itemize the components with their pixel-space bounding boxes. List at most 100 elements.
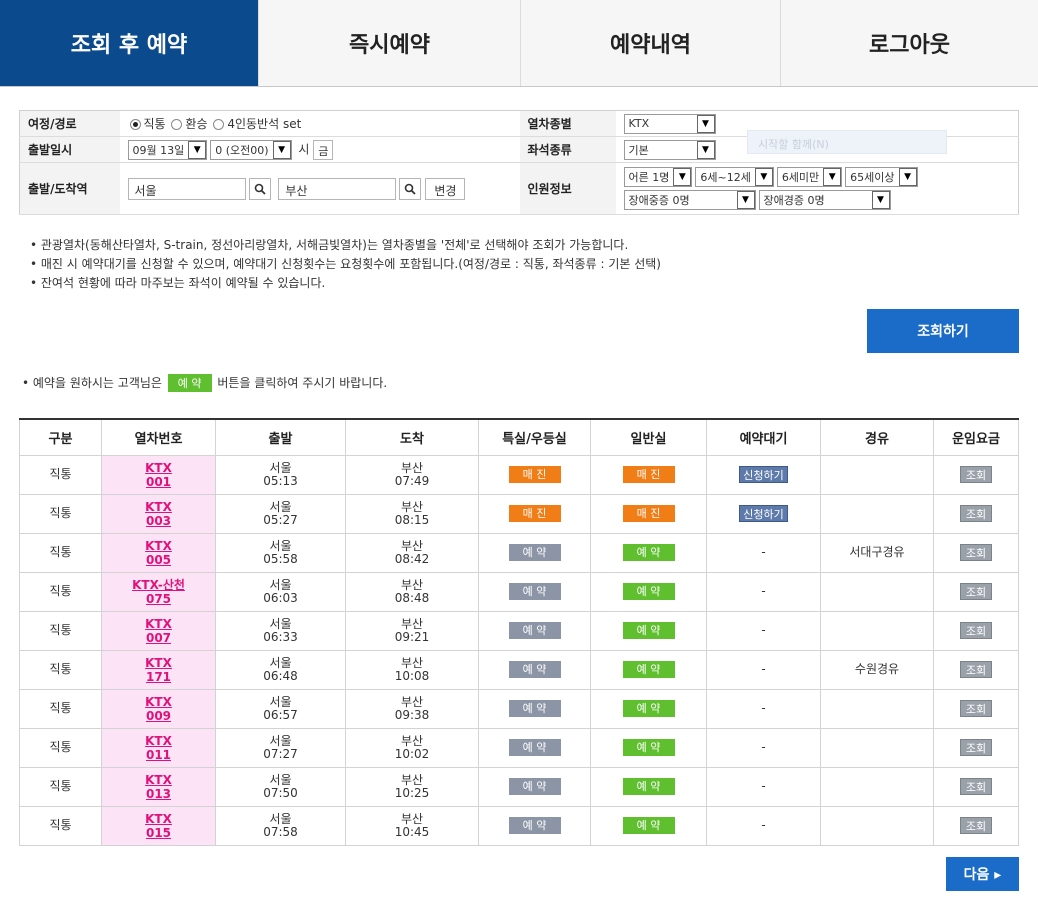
waitlist-apply-button[interactable]: 신청하기 [739, 466, 788, 483]
fare-lookup-button[interactable]: 조회 [960, 466, 992, 483]
departure-station-input[interactable]: 서울 [127, 177, 246, 200]
train-number-link[interactable]: KTX 009 [145, 695, 172, 723]
row-kind: 직통 [19, 766, 102, 807]
guide-text-after: 버튼을 클릭하여 주시기 바랍니다. [217, 376, 388, 390]
train-number-link[interactable]: KTX 003 [145, 500, 172, 528]
train-type-label: 열차종별 [519, 110, 616, 137]
adult-select[interactable]: 어른 1명 ▼ [623, 167, 693, 187]
row-fare: 조회 [933, 688, 1019, 729]
row-waitlist: 신청하기 [706, 454, 821, 495]
train-number-link[interactable]: KTX 011 [145, 734, 172, 762]
severe-disability-select[interactable]: 장애중증 0명 ▼ [623, 190, 756, 210]
tab-search-reserve[interactable]: 조회 후 예약 [0, 0, 258, 86]
first-class-button[interactable]: 예 약 [508, 778, 561, 795]
route-direct-label: 직통 [143, 117, 166, 131]
fare-lookup-button[interactable]: 조회 [960, 544, 992, 561]
first-class-button[interactable]: 예 약 [508, 700, 561, 717]
train-number-link[interactable]: KTX 005 [145, 539, 172, 567]
general-class-button[interactable]: 예 약 [622, 622, 675, 639]
general-class-button[interactable]: 예 약 [622, 778, 675, 795]
train-number-link[interactable]: KTX 001 [145, 461, 172, 489]
notice-item: • 잔여석 현황에 따라 마주보는 좌석이 예약될 수 있습니다. [30, 276, 326, 290]
departure-time: 07:58 [263, 824, 298, 839]
first-class-button[interactable]: 예 약 [508, 583, 561, 600]
fare-lookup-button[interactable]: 조회 [960, 505, 992, 522]
train-number-link[interactable]: KTX 171 [145, 656, 172, 684]
general-class-button[interactable]: 예 약 [622, 700, 675, 717]
first-class-button[interactable]: 매 진 [508, 505, 561, 522]
row-departure: 서울 06:57 [215, 688, 346, 729]
train-number-link[interactable]: KTX 013 [145, 773, 172, 801]
row-kind: 직통 [19, 688, 102, 729]
adult-value: 어른 1명 [628, 171, 670, 184]
row-general: 예 약 [590, 727, 707, 768]
row-departure: 서울 06:33 [215, 610, 346, 651]
departure-station: 서울 [269, 655, 292, 670]
arrival-time: 09:38 [394, 707, 430, 722]
fare-lookup-button[interactable]: 조회 [960, 583, 992, 600]
departure-time: 06:03 [263, 590, 298, 605]
train-number-link[interactable]: KTX 007 [145, 617, 172, 645]
next-page-button[interactable]: 다음 ▸ [946, 857, 1019, 891]
general-class-button[interactable]: 예 약 [622, 661, 675, 678]
mild-disability-select[interactable]: 장애경증 0명 ▼ [758, 190, 891, 210]
arrival-station: 부산 [400, 694, 424, 709]
chevron-down-icon: ▼ [898, 168, 917, 186]
tab-instant-reserve[interactable]: 즉시예약 [258, 0, 520, 86]
general-class-button[interactable]: 예 약 [622, 544, 675, 561]
chevron-down-icon: ▼ [188, 140, 207, 159]
seat-type-select[interactable]: 기본 ▼ [623, 139, 716, 160]
general-class-button[interactable]: 예 약 [622, 583, 675, 600]
general-class-button[interactable]: 예 약 [622, 739, 675, 756]
arrival-time: 10:08 [394, 668, 430, 683]
route-direct-radio[interactable] [129, 119, 141, 130]
fare-lookup-button[interactable]: 조회 [960, 817, 992, 834]
fare-lookup-button[interactable]: 조회 [960, 778, 992, 795]
departure-search-icon[interactable] [248, 177, 271, 200]
guide-text-before: • 예약을 원하시는 고객님은 [22, 376, 162, 390]
train-name: KTX [145, 772, 172, 787]
train-number-link[interactable]: KTX 015 [145, 812, 172, 840]
first-class-button[interactable]: 예 약 [508, 622, 561, 639]
route-4seat-radio[interactable] [213, 119, 225, 130]
train-number-link[interactable]: KTX-산천 075 [132, 578, 185, 606]
row-waitlist: - [706, 805, 821, 846]
waitlist-apply-button[interactable]: 신청하기 [739, 505, 788, 522]
row-general: 매 진 [590, 454, 707, 495]
tab-reservation-history[interactable]: 예약내역 [520, 0, 780, 86]
arrival-search-icon[interactable] [399, 177, 422, 200]
train-name: KTX [145, 655, 172, 670]
first-class-button[interactable]: 예 약 [508, 661, 561, 678]
train-type-select[interactable]: KTX ▼ [623, 113, 716, 134]
change-stations-button[interactable]: 변경 [425, 177, 466, 200]
first-class-button[interactable]: 매 진 [508, 466, 561, 483]
date-select[interactable]: 09월 13일 ▼ [127, 139, 208, 160]
arrival-station-input[interactable]: 부산 [278, 177, 397, 200]
infant-select[interactable]: 6세미만 ▼ [776, 167, 843, 187]
first-class-button[interactable]: 예 약 [508, 544, 561, 561]
general-class-button[interactable]: 매 진 [622, 466, 675, 483]
hour-select[interactable]: 0 (오전00) ▼ [210, 139, 292, 160]
route-transfer-radio[interactable] [171, 119, 183, 130]
first-class-button[interactable]: 예 약 [508, 817, 561, 834]
row-fare: 조회 [933, 493, 1019, 534]
row-kind: 직통 [19, 610, 102, 651]
row-arrival: 부산 07:49 [345, 454, 479, 495]
first-class-button[interactable]: 예 약 [508, 739, 561, 756]
general-class-button[interactable]: 매 진 [622, 505, 675, 522]
fare-lookup-button[interactable]: 조회 [960, 700, 992, 717]
tab-logout[interactable]: 로그아웃 [780, 0, 1038, 86]
fare-lookup-button[interactable]: 조회 [960, 739, 992, 756]
general-class-button[interactable]: 예 약 [622, 817, 675, 834]
fare-lookup-button[interactable]: 조회 [960, 622, 992, 639]
child-select[interactable]: 6세~12세 ▼ [695, 167, 774, 187]
departure-time: 06:33 [263, 629, 298, 644]
col-header-arrival: 도착 [345, 419, 479, 456]
row-first-class: 예 약 [478, 766, 591, 807]
senior-select[interactable]: 65세이상 ▼ [845, 167, 918, 187]
fare-lookup-button[interactable]: 조회 [960, 661, 992, 678]
chevron-down-icon: ▼ [736, 191, 755, 209]
search-button[interactable]: 조회하기 [867, 309, 1019, 353]
